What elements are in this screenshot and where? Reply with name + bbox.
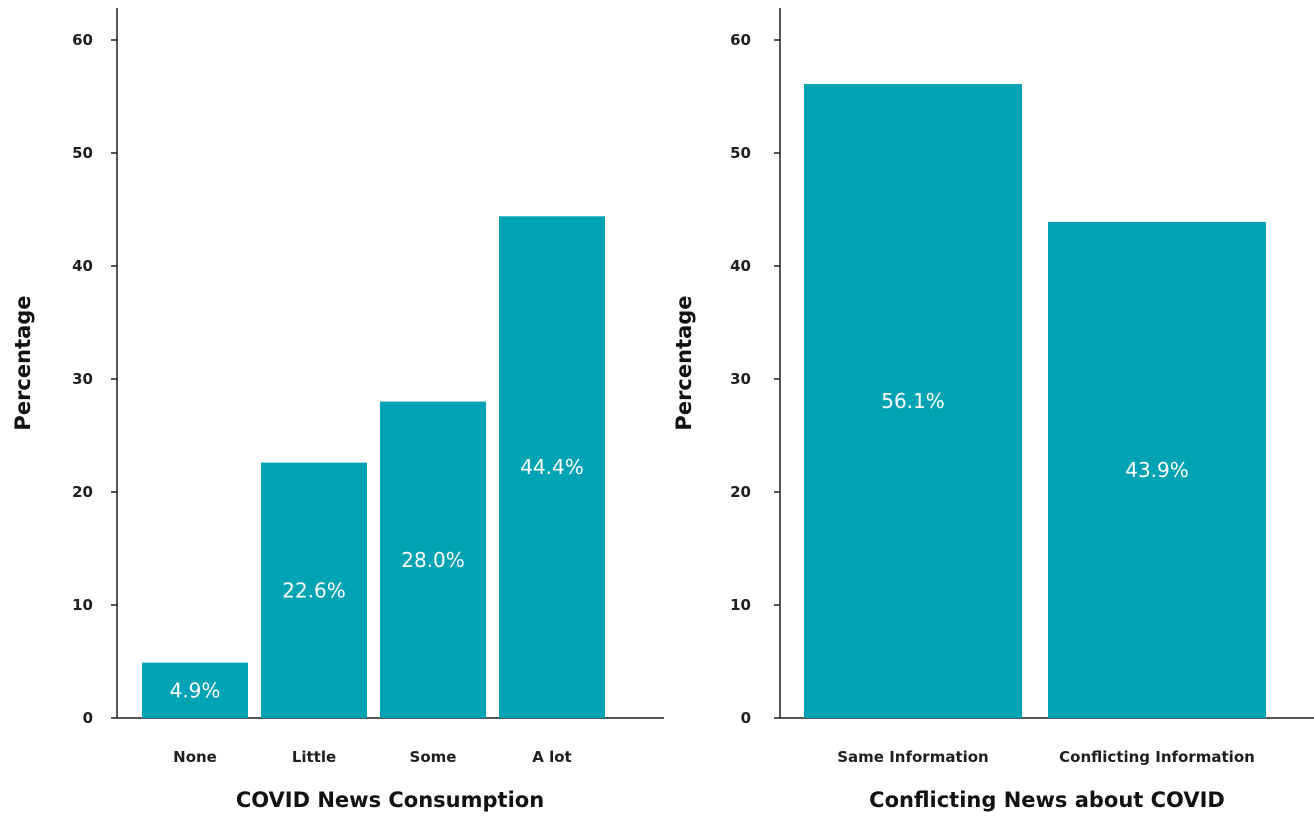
chart2-category-label: Conflicting Information [1059, 748, 1255, 766]
chart1-y-tick-label: 40 [72, 257, 93, 275]
chart2-y-tick-label: 10 [730, 596, 751, 614]
chart1-bar [380, 401, 486, 718]
chart2-bar-data-label: 43.9% [1125, 458, 1189, 482]
chart1-category-label: Little [292, 748, 336, 766]
chart1-y-tick-label: 10 [72, 596, 93, 614]
chart1-category-label: A lot [532, 748, 571, 766]
chart1-y-tick-label: 30 [72, 370, 93, 388]
chart2-category-label: Same Information [837, 748, 989, 766]
chart2-y-tick-label: 40 [730, 257, 751, 275]
chart2-bar [1048, 221, 1266, 718]
chart1-bar-data-label: 28.0% [401, 548, 465, 572]
chart1-bar-data-label: 44.4% [520, 455, 584, 479]
chart1-bar [499, 216, 605, 718]
chart1-x-axis-title: COVID News Consumption [236, 788, 544, 812]
chart2-bar-data-label: 56.1% [881, 389, 945, 413]
chart1-category-label: Some [410, 748, 457, 766]
chart2-y-tick-label: 30 [730, 370, 751, 388]
chart1-y-axis-title: Percentage [11, 295, 35, 430]
chart1-bar-data-label: 4.9% [170, 678, 221, 702]
chart2-y-tick-label: 50 [730, 144, 751, 162]
chart2-y-tick-label: 0 [741, 709, 751, 727]
chart2-y-tick-label: 20 [730, 483, 751, 501]
chart1-bar [142, 662, 248, 718]
chart1-y-tick-label: 0 [83, 709, 93, 727]
chart1-category-label: None [173, 748, 217, 766]
chart1-bar [261, 462, 367, 718]
chart2-x-axis-title: Conflicting News about COVID [869, 788, 1225, 812]
chart1-y-tick-label: 60 [72, 31, 93, 49]
chart1-y-tick-label: 50 [72, 144, 93, 162]
chart1-y-tick-label: 20 [72, 483, 93, 501]
chart2-bar [804, 84, 1022, 718]
chart1-bar-data-label: 22.6% [282, 578, 346, 602]
chart2-y-tick-label: 60 [730, 31, 751, 49]
chart2-y-axis-title: Percentage [672, 295, 696, 430]
